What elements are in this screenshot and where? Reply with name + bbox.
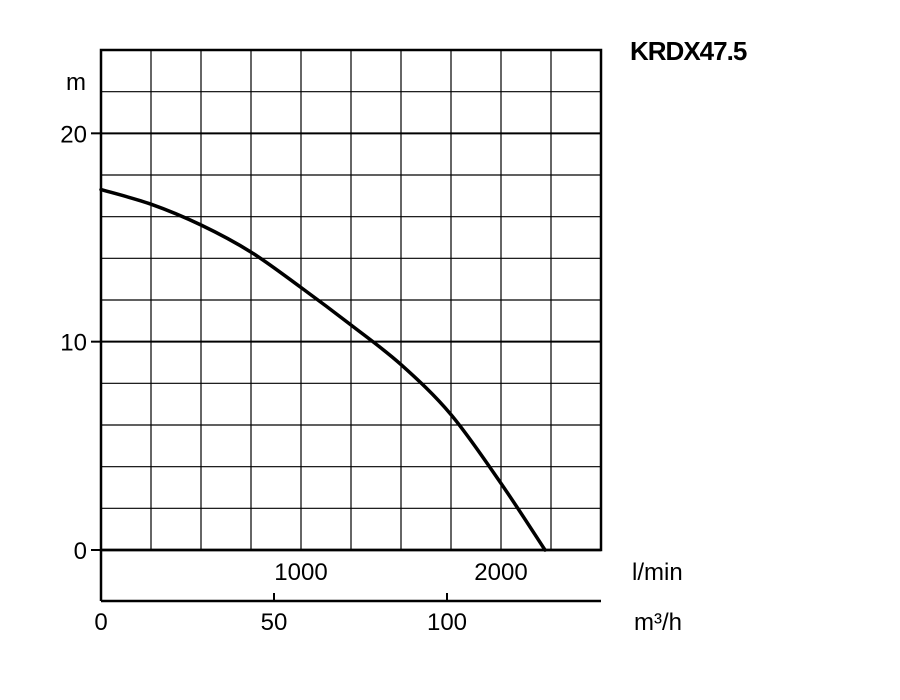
performance-curve: [99, 187, 547, 552]
grid: [99, 50, 601, 601]
y-ticks: 0 10 20: [60, 121, 101, 565]
x-tick-label-primary: 1000: [274, 559, 327, 586]
chart-title: KRDX47.5: [630, 36, 747, 66]
x-tick-label-secondary: 100: [427, 609, 467, 636]
y-tick-label: 20: [60, 121, 87, 148]
x-ticks-secondary: 0 50 100: [94, 593, 467, 636]
y-tick-label: 0: [74, 538, 87, 565]
x-tick-label-primary: 2000: [474, 559, 527, 586]
y-tick-label: 10: [60, 330, 87, 357]
y-axis-label: m: [66, 69, 86, 96]
x-ticks-primary: 1000 2000: [274, 559, 527, 586]
x-tick-label-secondary: 50: [261, 609, 288, 636]
x-tick-label-secondary: 0: [94, 609, 107, 636]
x-axis-label-secondary: m³/h: [634, 609, 682, 636]
x-axis-label-primary: l/min: [632, 559, 683, 586]
